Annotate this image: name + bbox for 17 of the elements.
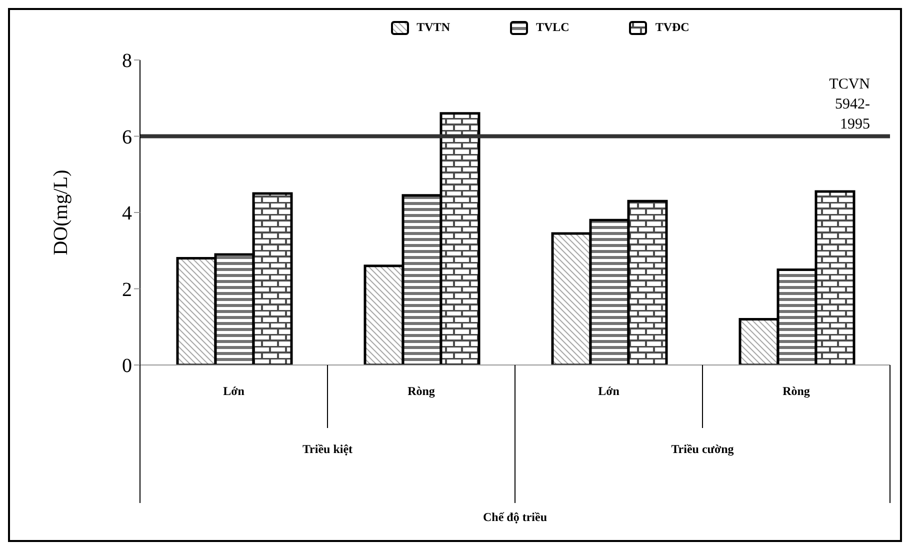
y-tick-label: 0: [122, 355, 132, 378]
text: Chế độ triều: [483, 510, 548, 524]
legend-label: TVLC: [536, 20, 570, 35]
x-tick-label: Ròng: [408, 384, 435, 398]
ref-line-label: TCVN 5942-1995: [829, 76, 870, 132]
text: Triều cường: [671, 442, 734, 456]
legend-label: TVTN: [416, 20, 450, 35]
y-tick-label: 4: [122, 202, 132, 225]
x-tick-label: Lớn: [223, 384, 245, 398]
legend-label: TVĐC: [655, 20, 690, 35]
x-tick-label: Lớn: [598, 384, 620, 398]
y-tick-label: 2: [122, 278, 132, 301]
text: Triều kiệt: [302, 442, 353, 456]
y-axis-title: DO(mg/L): [50, 170, 72, 256]
y-tick-label: 8: [122, 50, 132, 72]
y-tick-label: 6: [122, 126, 132, 148]
x-tick-label: Ròng: [782, 384, 810, 398]
